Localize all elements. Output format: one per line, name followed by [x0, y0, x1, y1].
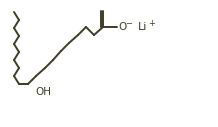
Text: OH: OH [35, 87, 51, 97]
Text: O: O [118, 22, 126, 32]
Text: Li: Li [138, 22, 147, 32]
Text: +: + [148, 20, 155, 28]
Text: −: − [125, 20, 132, 28]
